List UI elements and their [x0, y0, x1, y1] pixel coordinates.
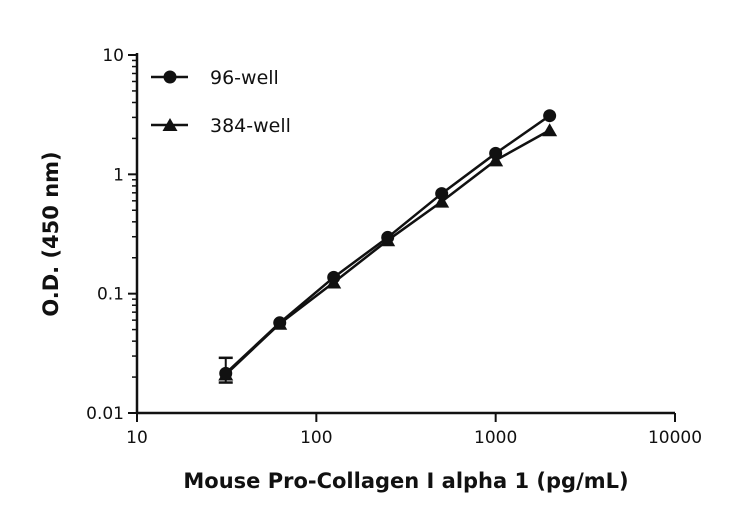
circle-marker [435, 187, 449, 201]
circle-marker [381, 230, 395, 244]
legend: 96-well 384-well [151, 67, 291, 137]
x-axis-label: Mouse Pro-Collagen I alpha 1 (pg/mL) [183, 469, 628, 493]
legend-label: 96-well [210, 67, 279, 89]
circle-marker [219, 366, 233, 380]
circle-marker [543, 109, 557, 123]
y-axis-label: O.D. (450 nm) [39, 151, 63, 316]
y-tick-label: 0.01 [86, 404, 124, 424]
axes [128, 53, 676, 422]
y-tick-label: 1 [113, 165, 124, 185]
x-tick-label: 10000 [648, 428, 702, 448]
triangle-marker [542, 123, 558, 137]
y-tick-label: 10 [102, 46, 124, 66]
triangle-marker [488, 153, 504, 167]
y-tick-label: 0.1 [97, 285, 124, 305]
series-96-well [218, 109, 557, 384]
series-layer [218, 109, 558, 384]
triangle-marker [434, 194, 450, 208]
circle-marker [273, 316, 287, 330]
legend-label: 384-well [210, 115, 291, 137]
x-tick-label: 100 [300, 428, 332, 448]
legend-item: 384-well [151, 115, 291, 137]
circle-marker [327, 270, 341, 284]
series-384-well [218, 123, 558, 381]
x-tick-label: 1000 [474, 428, 517, 448]
x-tick-label: 10 [126, 428, 148, 448]
circle-marker [163, 70, 177, 84]
legend-item: 96-well [151, 67, 279, 89]
series-line [224, 129, 551, 376]
circle-marker [489, 146, 503, 160]
tick-labels: 0.01 0.1 1 10 10 100 1000 10000 [86, 46, 702, 448]
triangle-marker [162, 118, 178, 131]
